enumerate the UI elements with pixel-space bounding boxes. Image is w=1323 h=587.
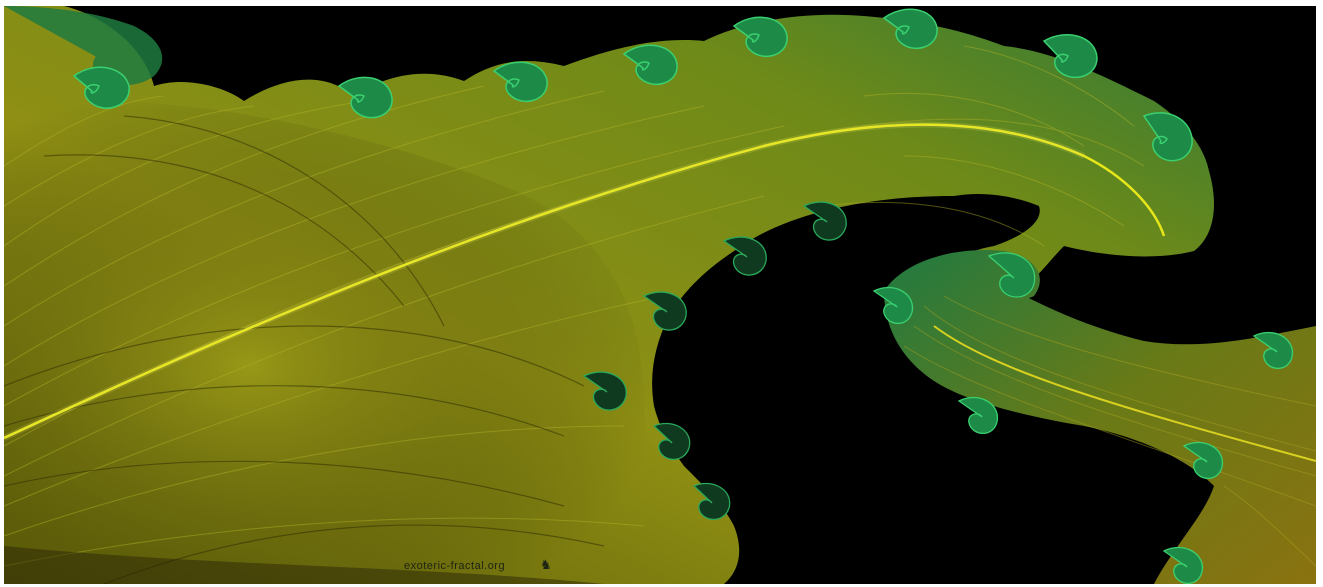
right-frond-spine xyxy=(933,325,1316,462)
fractal-svg xyxy=(4,6,1316,584)
edge-curls-top xyxy=(72,8,1193,162)
edge-curls-inner xyxy=(582,201,847,521)
corner-curl xyxy=(4,6,163,86)
bottom-shadow xyxy=(4,546,604,584)
frond-strands-dark xyxy=(4,115,605,584)
watermark-text: exoteric-fractal.org xyxy=(404,560,506,572)
right-frond-strands xyxy=(903,295,1316,567)
right-frond xyxy=(884,250,1316,584)
frond-spine xyxy=(4,123,1166,440)
frond-strands xyxy=(4,45,1145,567)
fractal-artwork xyxy=(4,6,1316,584)
watermark-logo-icon: ♞ xyxy=(540,558,552,573)
right-edge-curls xyxy=(872,252,1294,584)
frond-spine-glow xyxy=(4,121,1086,441)
